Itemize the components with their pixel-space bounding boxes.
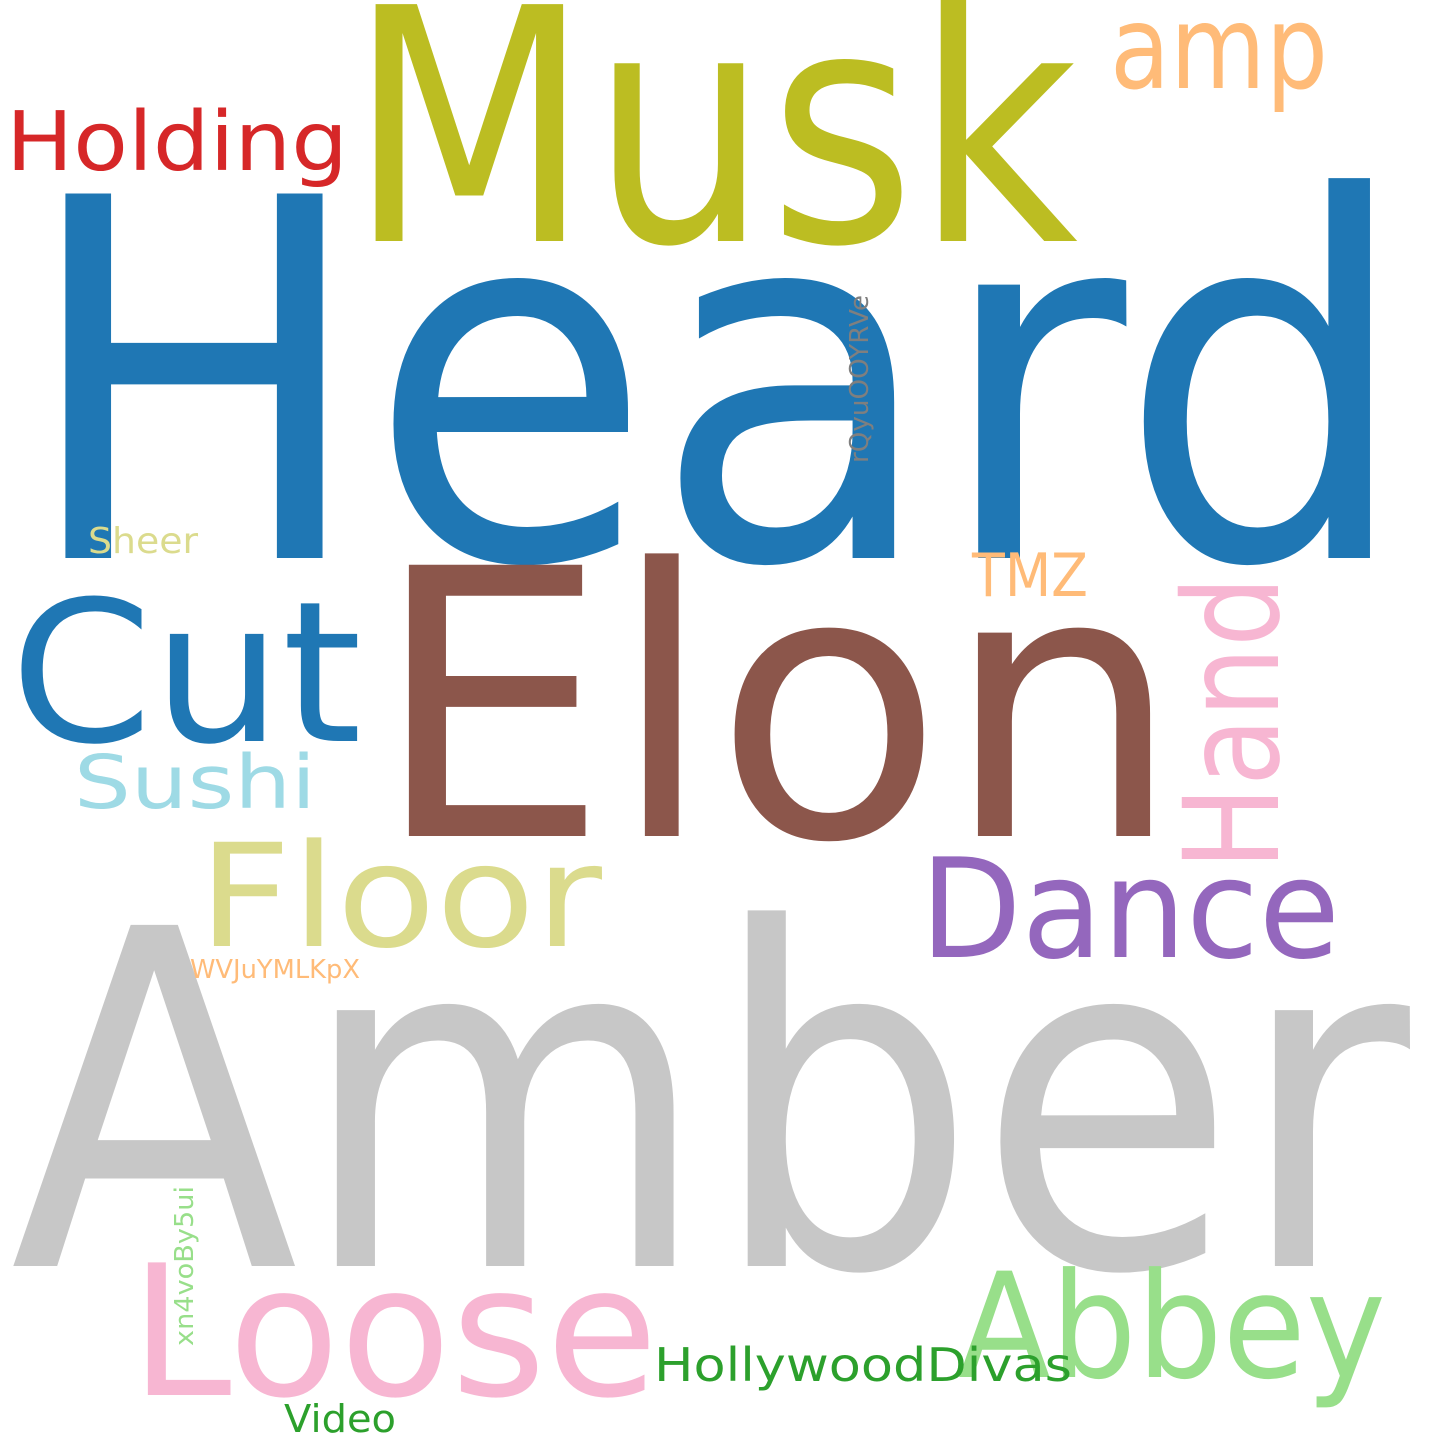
word-cut: Cut [10, 560, 362, 788]
word-floor: Floor [198, 813, 602, 980]
word-sheer: Sheer [88, 521, 198, 562]
word-tmz: TMZ [971, 541, 1088, 611]
word-amber: Amber [10, 833, 1415, 1377]
word-abbey: Abbey [958, 1242, 1386, 1412]
word-hollywooddivas: HollywoodDivas [654, 1338, 1072, 1392]
word-dance: Dance [920, 829, 1340, 990]
word-rqyuooyrve: rQyuOOYRVe [845, 295, 875, 463]
word-xn4voby5ui: xn4voBy5ui [170, 1186, 200, 1346]
word-heard: Heard [20, 94, 1412, 676]
word-video: Video [284, 1397, 396, 1440]
word-elon: Elon [372, 491, 1182, 924]
word-amp: amp [1110, 0, 1328, 116]
word-wvjuymlkpx: WVJuYMLKpX [190, 955, 360, 985]
word-hand: Hand [1156, 576, 1310, 870]
word-musk: Musk [348, 0, 1078, 318]
word-holding: Holding [6, 95, 348, 190]
word-loose: Loose [130, 1226, 658, 1438]
word-sushi: Sushi [74, 740, 316, 826]
